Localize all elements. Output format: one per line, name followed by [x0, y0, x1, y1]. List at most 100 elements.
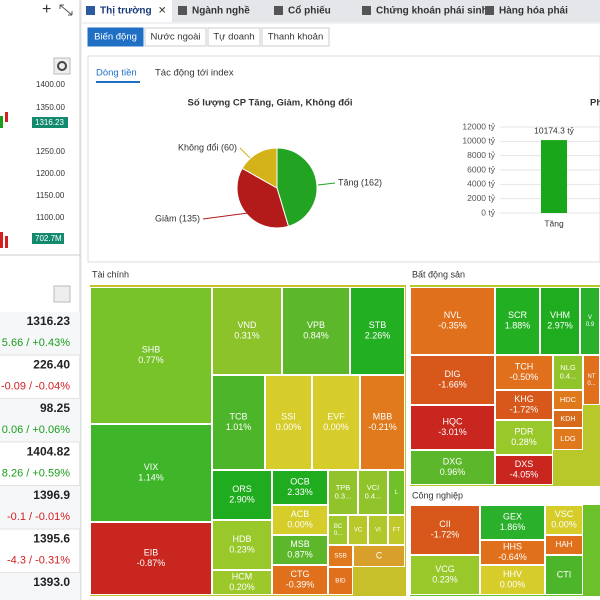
- tile[interactable]: [328, 545, 353, 567]
- tile[interactable]: [553, 410, 583, 428]
- index-row[interactable]: [0, 573, 80, 600]
- last-price: 1316.23: [35, 118, 64, 127]
- tab-icon[interactable]: [274, 6, 283, 15]
- tab[interactable]: Cổ phiếu: [288, 5, 331, 17]
- tile-change: 1.01%: [226, 422, 252, 432]
- tile[interactable]: [495, 420, 553, 455]
- index-row[interactable]: [0, 399, 80, 442]
- tile-symbol: KHG: [514, 394, 534, 404]
- pie-label: Tăng (162): [338, 177, 382, 187]
- tab-active[interactable]: [82, 0, 172, 22]
- tab[interactable]: Hàng hóa phái: [499, 6, 568, 17]
- tab-icon[interactable]: [178, 6, 187, 15]
- leader-line: [202, 212, 249, 220]
- tile[interactable]: [350, 287, 405, 375]
- tile-change: 0.87%: [287, 549, 313, 559]
- view-tab[interactable]: Dòng tiền: [96, 68, 137, 79]
- tile[interactable]: [553, 428, 583, 450]
- tile[interactable]: [360, 375, 405, 470]
- tile[interactable]: [410, 505, 480, 555]
- sub-tab[interactable]: [87, 27, 144, 47]
- tile[interactable]: [495, 455, 553, 485]
- tile[interactable]: [545, 555, 583, 595]
- settings-button[interactable]: [53, 57, 71, 75]
- tile[interactable]: [212, 287, 282, 375]
- tile[interactable]: [282, 287, 350, 375]
- sub-tab[interactable]: [261, 27, 330, 47]
- tile[interactable]: [540, 287, 580, 355]
- price-axis-label: 1250.00: [36, 147, 65, 156]
- index-price: 1396.9: [33, 488, 70, 502]
- sub-tab[interactable]: [144, 27, 207, 47]
- sub-tab-label[interactable]: Biến động: [94, 32, 137, 43]
- tile[interactable]: [90, 287, 212, 424]
- tile[interactable]: [480, 505, 545, 540]
- tile[interactable]: [272, 565, 328, 595]
- tile-change: 0.23%: [229, 544, 255, 554]
- sub-tab[interactable]: [207, 27, 261, 47]
- tile-symbol: KDH: [560, 414, 575, 423]
- tile[interactable]: [388, 515, 405, 545]
- tile[interactable]: [495, 287, 540, 355]
- tile[interactable]: [272, 535, 328, 565]
- tile[interactable]: [212, 570, 272, 595]
- tile-symbol: VCI: [367, 483, 380, 492]
- tile[interactable]: [410, 355, 495, 405]
- add-icon[interactable]: +: [42, 1, 51, 18]
- tile[interactable]: [328, 567, 353, 595]
- tile-symbol: HDC: [560, 395, 577, 404]
- tile[interactable]: [265, 375, 312, 470]
- tile[interactable]: [353, 545, 405, 567]
- tile[interactable]: [90, 522, 212, 595]
- index-row[interactable]: [0, 312, 80, 355]
- tile[interactable]: [312, 375, 360, 470]
- tab-close[interactable]: ✕: [158, 6, 166, 17]
- tile[interactable]: [358, 470, 388, 515]
- sub-tab-label[interactable]: Nước ngoài: [150, 32, 200, 43]
- tile[interactable]: [553, 355, 583, 390]
- leader-line: [239, 147, 251, 159]
- tile[interactable]: [368, 515, 388, 545]
- sub-tab-label[interactable]: Thanh khoản: [268, 32, 323, 43]
- tile[interactable]: [388, 470, 405, 515]
- tile[interactable]: [328, 470, 358, 515]
- tile[interactable]: [410, 555, 480, 595]
- tab[interactable]: Ngành nghề: [192, 5, 250, 17]
- tab[interactable]: Thị trường: [100, 6, 152, 17]
- tile[interactable]: [328, 515, 348, 545]
- tab-icon[interactable]: [485, 6, 494, 15]
- y-tick-label: 10000 tỷ: [462, 136, 495, 146]
- tile[interactable]: [90, 424, 212, 522]
- tab-icon[interactable]: [362, 6, 371, 15]
- tab-icon[interactable]: [86, 6, 95, 15]
- tile[interactable]: [272, 470, 328, 505]
- tile[interactable]: [410, 287, 495, 355]
- tile[interactable]: [212, 375, 265, 470]
- tile[interactable]: [495, 355, 553, 390]
- tile[interactable]: [212, 470, 272, 520]
- tile[interactable]: [410, 450, 495, 485]
- index-row[interactable]: [0, 486, 80, 529]
- view-tab[interactable]: Tác động tới index: [155, 68, 234, 79]
- tile[interactable]: [495, 390, 553, 420]
- sub-tab-label[interactable]: Tự doanh: [213, 32, 254, 43]
- tile[interactable]: [545, 535, 583, 555]
- tile-change: 0...: [334, 531, 343, 537]
- fullscreen-button[interactable]: [53, 285, 71, 303]
- tile[interactable]: [553, 390, 583, 410]
- tile[interactable]: [410, 405, 495, 450]
- tile-symbol: BID: [335, 578, 346, 585]
- expand-icon[interactable]: [59, 4, 73, 16]
- tile[interactable]: [348, 515, 368, 545]
- tile-symbol: SCR: [508, 310, 528, 320]
- tile[interactable]: [480, 540, 545, 565]
- tile-change: -0.64%: [498, 552, 527, 562]
- tile-symbol: TCH: [515, 361, 534, 371]
- tile[interactable]: [272, 505, 328, 535]
- tab[interactable]: Chứng khoán phái sinh: [376, 6, 488, 17]
- tile[interactable]: [545, 505, 583, 535]
- tile-change: -0.35%: [438, 320, 467, 330]
- tile-symbol: TCB: [230, 411, 248, 421]
- tile[interactable]: [480, 565, 545, 595]
- tile[interactable]: [212, 520, 272, 570]
